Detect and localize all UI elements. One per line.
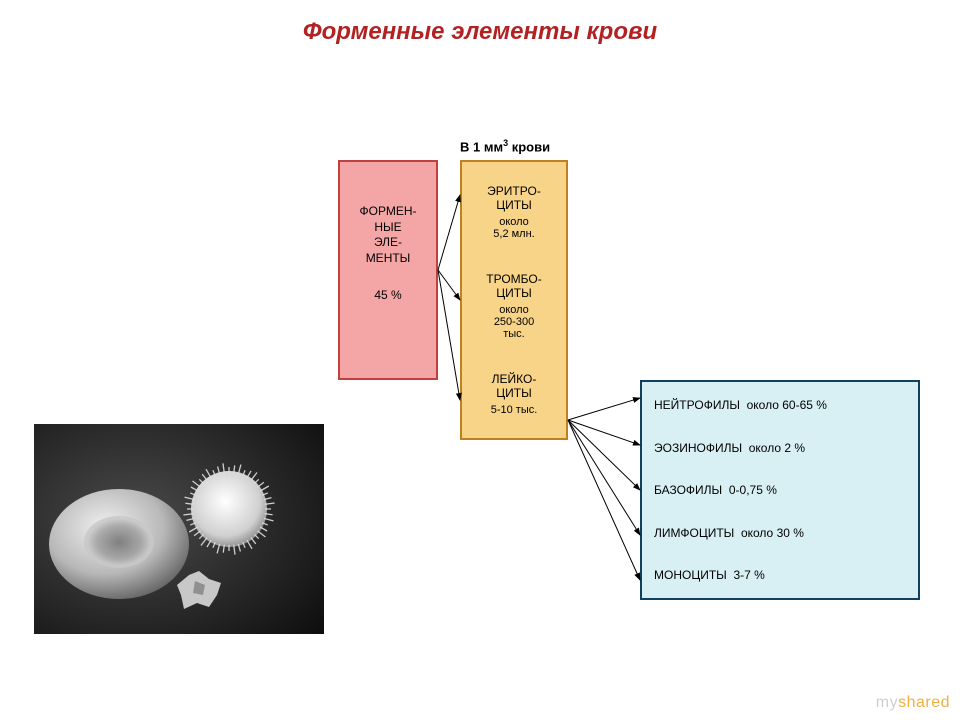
- leukocyte-value: 0-0,75 %: [729, 483, 777, 497]
- leukocyte-name: ЭОЗИНОФИЛЫ: [654, 441, 742, 455]
- watermark-plain: my: [876, 694, 898, 711]
- cell-type-title: ЭРИТРО-: [466, 184, 562, 198]
- box1-line: ЭЛЕ-: [344, 235, 432, 251]
- subheader-suffix: крови: [508, 139, 550, 154]
- cell-type-title: ЦИТЫ: [466, 198, 562, 212]
- leukocyte-row: ЭОЗИНОФИЛЫ около 2 %: [654, 441, 906, 455]
- box1-line: НЫЕ: [344, 220, 432, 236]
- leukocyte-row: МОНОЦИТЫ 3-7 %: [654, 568, 906, 582]
- subheader-prefix: В 1 мм: [460, 139, 503, 154]
- leukocyte-name: МОНОЦИТЫ: [654, 568, 727, 582]
- box1-percent: 45 %: [344, 288, 432, 302]
- cell-type-value: тыс.: [466, 328, 562, 340]
- box1-line: МЕНТЫ: [344, 251, 432, 267]
- cell-type-title: ЦИТЫ: [466, 286, 562, 300]
- cell-types-box: ЭРИТРО-ЦИТЫоколо5,2 млн.ТРОМБО-ЦИТЫоколо…: [460, 160, 568, 440]
- leukocyte-value: около 2 %: [749, 441, 805, 455]
- leukocyte-breakdown-box: НЕЙТРОФИЛЫ около 60-65 % ЭОЗИНОФИЛЫ около…: [640, 380, 920, 600]
- leukocyte-row: ЛИМФОЦИТЫ около 30 %: [654, 526, 906, 540]
- leukocyte-value: 3-7 %: [733, 568, 764, 582]
- cell-type-value: 5,2 млн.: [466, 228, 562, 240]
- page-title: Форменные элементы крови: [0, 18, 960, 46]
- formed-elements-box: ФОРМЕН- НЫЕ ЭЛЕ- МЕНТЫ 45 %: [338, 160, 438, 380]
- blood-cells-photo: [34, 424, 324, 634]
- cell-type-value: около: [466, 216, 562, 228]
- watermark: myshared: [876, 694, 950, 712]
- leukocyte-name: БАЗОФИЛЫ: [654, 483, 722, 497]
- leukocyte-name: ЛИМФОЦИТЫ: [654, 526, 734, 540]
- cell-type-title: ЛЕЙКО-: [466, 372, 562, 386]
- cell-type-value: около: [466, 304, 562, 316]
- cell-type-title: ЦИТЫ: [466, 386, 562, 400]
- cell-type-value: 250-300: [466, 316, 562, 328]
- box1-line: ФОРМЕН-: [344, 204, 432, 220]
- cell-type-title: ТРОМБО-: [466, 272, 562, 286]
- cell-type-value: 5-10 тыс.: [466, 404, 562, 416]
- watermark-accent: shared: [898, 694, 950, 711]
- leukocyte-row: НЕЙТРОФИЛЫ около 60-65 %: [654, 398, 906, 412]
- leukocyte-row: БАЗОФИЛЫ 0-0,75 %: [654, 483, 906, 497]
- leukocyte-value: около 30 %: [741, 526, 804, 540]
- leukocyte-value: около 60-65 %: [747, 398, 827, 412]
- subheader: В 1 мм3 крови: [460, 138, 550, 154]
- leukocyte-name: НЕЙТРОФИЛЫ: [654, 398, 740, 412]
